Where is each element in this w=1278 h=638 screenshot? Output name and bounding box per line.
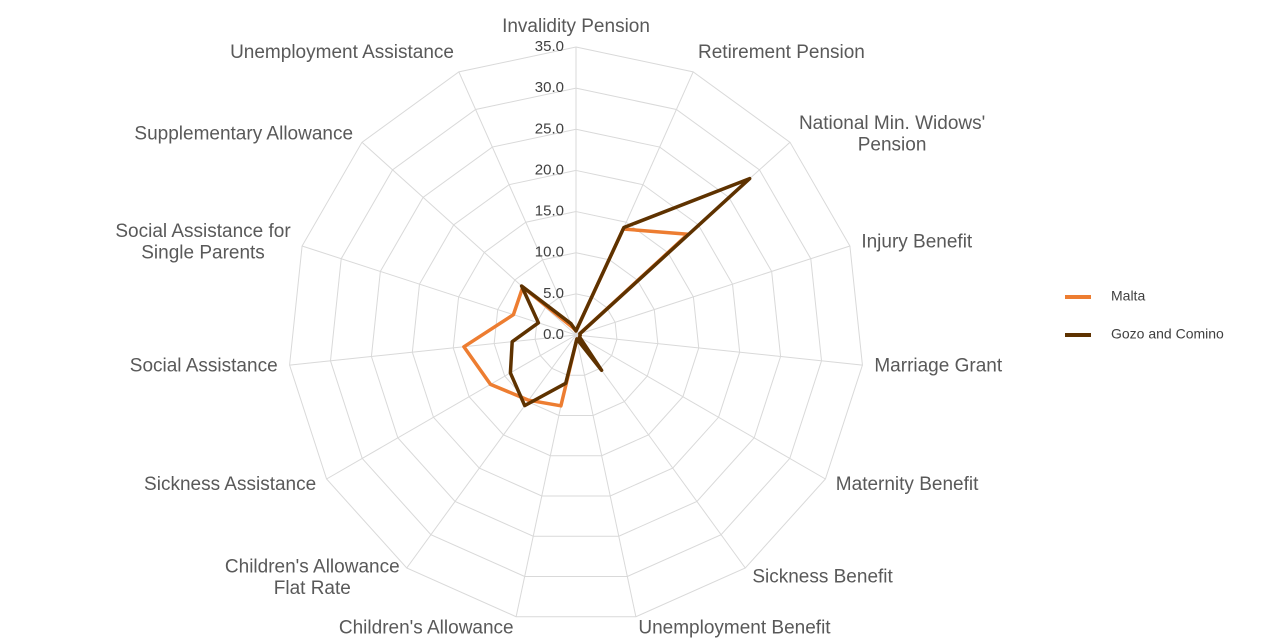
grid-ring bbox=[534, 293, 618, 376]
category-label: Invalidity Pension bbox=[502, 16, 650, 37]
category-label: Social Assistance bbox=[130, 355, 278, 376]
tick-label: 10.0 bbox=[535, 244, 564, 261]
spoke bbox=[326, 334, 577, 480]
series-line bbox=[508, 176, 752, 408]
category-label: Marriage Grant bbox=[874, 355, 1002, 376]
spoke bbox=[458, 71, 577, 336]
tick-label: 15.0 bbox=[535, 203, 564, 220]
category-label: Sickness Assistance bbox=[144, 474, 316, 495]
category-label: Unemployment Assistance bbox=[230, 42, 454, 63]
category-label: Children's Allowance bbox=[339, 617, 514, 638]
tick-label: 35.0 bbox=[535, 38, 564, 55]
tick-label: 5.0 bbox=[543, 285, 564, 302]
spoke bbox=[575, 334, 746, 569]
tick-label: 30.0 bbox=[535, 79, 564, 96]
legend-label: Malta bbox=[1111, 288, 1145, 304]
spoke bbox=[406, 334, 577, 569]
spoke bbox=[575, 334, 826, 480]
category-label: Sickness Benefit bbox=[752, 567, 893, 588]
grid-ring bbox=[289, 46, 863, 618]
tick-label: 25.0 bbox=[535, 120, 564, 137]
tick-label: 0.0 bbox=[543, 326, 564, 343]
category-label: National Min. Widows' Pension bbox=[799, 113, 985, 156]
tick-label: 20.0 bbox=[535, 161, 564, 178]
legend-label: Gozo and Comino bbox=[1111, 326, 1224, 342]
category-label: Unemployment Benefit bbox=[638, 617, 831, 638]
grid-ring bbox=[370, 128, 782, 537]
grid-ring bbox=[329, 87, 823, 577]
spoke bbox=[575, 245, 851, 336]
category-label: Children's Allowance Flat Rate bbox=[225, 556, 400, 599]
category-label: Retirement Pension bbox=[698, 42, 865, 63]
spoke bbox=[575, 334, 863, 366]
category-label: Injury Benefit bbox=[861, 231, 973, 252]
category-label: Maternity Benefit bbox=[836, 474, 979, 495]
spoke bbox=[289, 334, 577, 366]
grid-ring bbox=[452, 211, 700, 457]
category-label: Supplementary Allowance bbox=[134, 123, 353, 144]
grid-ring bbox=[493, 252, 659, 416]
spoke bbox=[575, 334, 637, 617]
grid-ring bbox=[411, 169, 741, 497]
category-label: Social Assistance for Single Parents bbox=[115, 221, 291, 264]
spoke bbox=[301, 245, 577, 336]
